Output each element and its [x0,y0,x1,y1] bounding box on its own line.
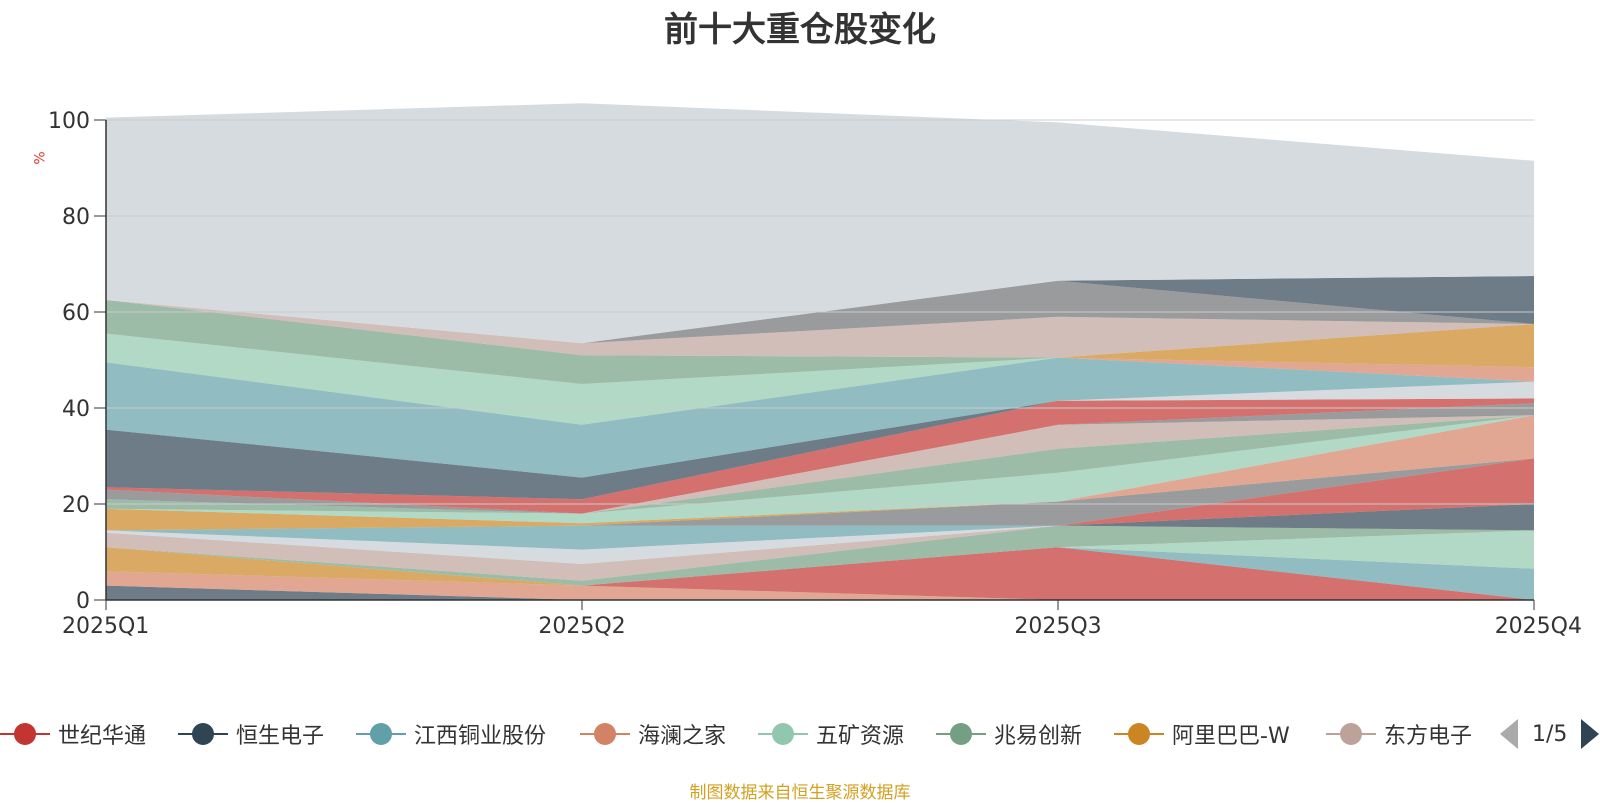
legend-label: 阿里巴巴-W [1172,724,1290,749]
legend-label: 世纪华通 [58,724,147,749]
x-tick-label: 2025Q4 [1495,614,1582,639]
legend-label: 兆易创新 [994,724,1083,749]
legend-marker-icon [178,714,228,754]
x-tick-label: 2025Q2 [538,614,625,639]
legend-next-page-icon[interactable] [1581,719,1600,749]
y-tick-label: 80 [62,205,90,230]
x-tick-label: 2025Q3 [1014,614,1101,639]
legend-item[interactable]: 恒生电子 [178,714,324,754]
y-tick-label: 60 [62,301,90,326]
chart-title: 前十大重仓股变化 [664,10,936,50]
legend-marker-icon [356,714,406,754]
legend-label: 恒生电子 [236,724,325,749]
area-layer-18 [106,415,1534,514]
grid-lines [106,119,1534,505]
area-series-group [106,103,1534,600]
area-layer-19 [106,403,1534,514]
legend-marker-icon [758,714,808,754]
legend-item[interactable]: 江西铜业股份 [356,714,546,754]
area-layer-25 [106,324,1534,425]
area-layer-1 [106,585,1534,600]
y-tick-label: 20 [62,493,90,518]
legend-item[interactable]: 五矿资源 [758,714,904,754]
y-tick-label: 0 [76,589,90,614]
legend-label: 东方电子 [1384,724,1473,749]
legend-item[interactable]: 海澜之家 [580,714,726,754]
area-layer-28 [106,300,1534,358]
source-note: 制图数据来自恒生聚源数据库 [689,783,911,803]
x-tick-label: 2025Q1 [62,614,149,639]
legend-item[interactable]: 世纪华通 [0,714,146,754]
legend-prev-page-icon[interactable] [1500,719,1518,749]
area-layer-8 [106,525,1534,581]
area-layer-13 [106,458,1534,531]
area-layer-16 [106,415,1534,524]
legend-marker-icon [936,714,986,754]
axes: 0 20 40 60 80 100 2025Q1 2025Q2 2025Q3 2025Q4 [48,109,1582,639]
area-layer-20 [106,398,1534,514]
area-layer-15 [106,415,1534,524]
legend-label: 海澜之家 [638,724,727,749]
legend: 世纪华通 恒生电子 江西铜业股份 海澜之家 五矿资源 兆易创新 阿里巴巴-W 东方电子 [0,714,1600,754]
area-layer-21 [106,381,1534,500]
area-layer-3 [106,547,1534,600]
area-layer-4 [106,547,1534,600]
area-layer-26 [106,324,1534,425]
area-layer-14 [106,458,1534,531]
area-layer-22 [106,381,1534,500]
legend-pager: 1/5 [1500,714,1600,754]
legend-item[interactable]: 阿里巴巴-W [1114,714,1290,754]
area-layer-11 [106,458,1534,564]
legend-page-indicator: 1/5 [1532,721,1568,747]
y-tick-label: 100 [48,109,90,134]
area-layer-31 [106,103,1534,344]
area-layer-7 [106,525,1534,586]
legend-marker-icon [1114,714,1164,754]
legend-label: 江西铜业股份 [414,724,547,749]
area-layer-23 [106,357,1534,478]
legend-marker-icon [580,714,630,754]
legend-item[interactable]: 兆易创新 [936,714,1082,754]
area-layer-6 [106,530,1534,586]
area-layer-2 [106,571,1534,600]
stacked-area-chart: 0 20 40 60 80 100 2025Q1 2025Q2 2025Q3 2025Q4 [48,103,1582,639]
legend-marker-icon [0,714,50,754]
area-layer-10 [106,458,1534,564]
y-tick-label: 40 [62,397,90,422]
legend-item[interactable]: 东方电子 [1326,714,1472,754]
area-layer-27 [106,300,1534,384]
area-layer-30 [106,276,1534,344]
legend-marker-icon [1326,714,1376,754]
legend-label: 五矿资源 [816,724,905,749]
